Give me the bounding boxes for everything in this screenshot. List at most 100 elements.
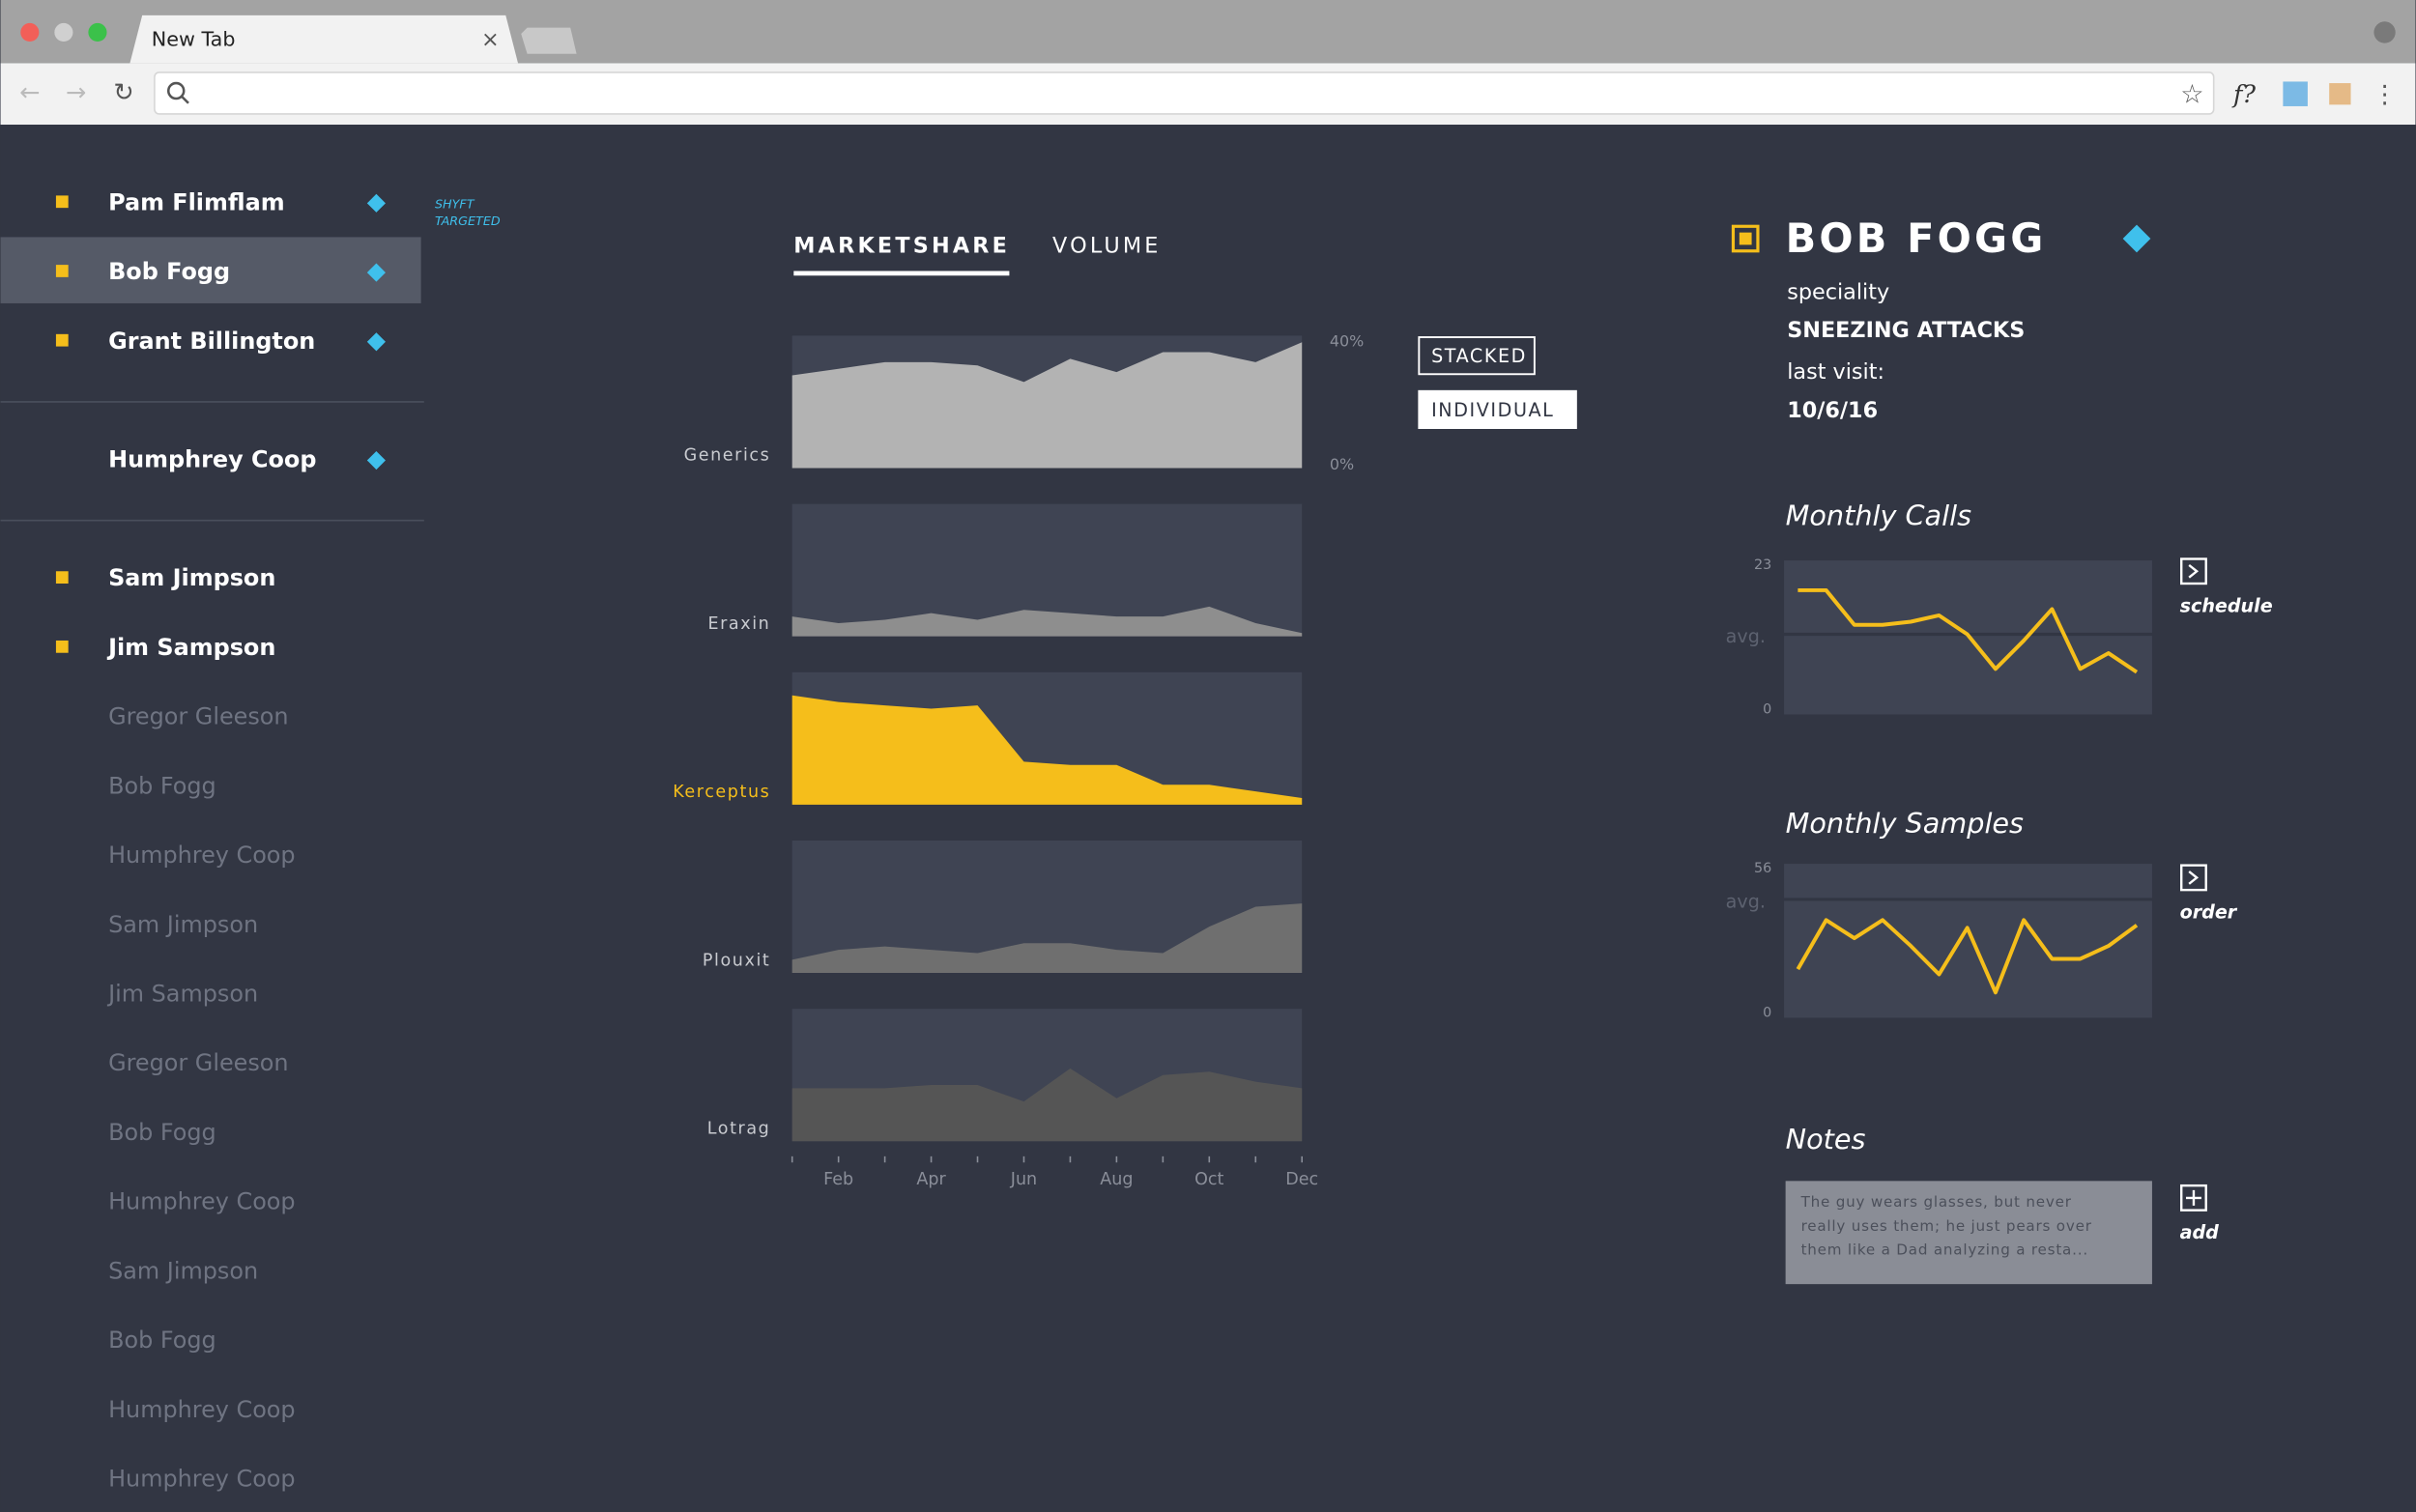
contact-row[interactable]: Humphrey Coop: [108, 1396, 296, 1423]
toggle-label: STACKED: [1431, 345, 1527, 367]
contact-row[interactable]: Bob Fogg: [108, 772, 216, 799]
sidebar: Pam Flimflam Bob Fogg Grant Billington Hump…: [0, 188, 501, 1493]
series-label: Plouxit: [703, 951, 771, 970]
legend-label: TARGETED: [435, 214, 501, 229]
extension-icon[interactable]: f?: [2231, 80, 2256, 109]
area: [791, 342, 1303, 469]
series-label: Kerceptus: [673, 783, 770, 802]
flag-marker: [1739, 232, 1752, 245]
active-tab-underline: [793, 271, 1010, 276]
contact-name: Bob Fogg: [108, 1327, 216, 1354]
reload-button[interactable]: ↻: [113, 78, 133, 107]
series-label: Generics: [684, 446, 771, 466]
add-icon[interactable]: [2180, 1184, 2207, 1212]
flag-marker: [55, 333, 69, 347]
contact-name: Bob Fogg: [108, 772, 216, 799]
notes-box[interactable]: [1785, 1181, 2152, 1285]
chart-panel: [1784, 864, 2152, 1018]
toggle-label: INDIVIDUAL: [1431, 399, 1554, 421]
contact-row[interactable]: Sam Jimpson: [55, 564, 275, 591]
contact-name: Humphrey Coop: [108, 1466, 296, 1493]
notes-text: them like a Dad analyzing a resta...: [1801, 1241, 2088, 1259]
area: [791, 903, 1303, 974]
address-bar[interactable]: [154, 71, 2215, 115]
profile-icon[interactable]: [2373, 21, 2396, 43]
contact-name: Humphrey Coop: [108, 446, 316, 473]
area: [791, 695, 1303, 805]
targeted-marker: [366, 263, 386, 282]
contact-row[interactable]: Jim Sampson: [55, 634, 275, 661]
action-icon-arrow: [2188, 563, 2200, 579]
extension-icon[interactable]: [2283, 81, 2308, 106]
targeted-marker: [2122, 224, 2151, 253]
contact-row[interactable]: Bob Fogg: [108, 1327, 216, 1354]
flag-marker: [55, 195, 69, 209]
action-icon[interactable]: [2180, 557, 2207, 585]
close-window[interactable]: [20, 22, 40, 43]
zoom-window[interactable]: [88, 22, 107, 43]
y-tick-label: 0: [1763, 1006, 1771, 1021]
contact-row[interactable]: Humphrey Coop: [108, 1466, 296, 1493]
toggle-button[interactable]: [1418, 336, 1536, 376]
contact-name: Pam Flimflam: [108, 188, 285, 215]
contact-row[interactable]: Grant Billington: [55, 328, 386, 355]
selected-row: [0, 237, 421, 303]
line: [1798, 587, 2139, 674]
detail-field: last visit:: [1787, 359, 1884, 385]
contact-name: Sam Jimpson: [108, 564, 275, 591]
contact-name: Gregor Gleeson: [108, 1049, 288, 1076]
y-tick-label: 40%: [1330, 331, 1364, 350]
chart-title: Monthly Samples: [1786, 807, 2024, 840]
line: [1796, 918, 2139, 995]
add-icon-plus: [2185, 1189, 2201, 1206]
minimize-window[interactable]: [54, 22, 73, 43]
notes-text: really uses them; he just pears over: [1801, 1217, 2092, 1235]
action-label[interactable]: schedule: [2180, 594, 2273, 616]
tab[interactable]: [129, 14, 519, 64]
action-label[interactable]: add: [2180, 1221, 2220, 1243]
contact-name: Sam Jimpson: [108, 1257, 258, 1284]
detail-field: 10/6/16: [1787, 398, 1878, 423]
action-label[interactable]: order: [2180, 901, 2238, 924]
notes-text: The guy wears glasses, but never: [1800, 1193, 2072, 1211]
forward-button[interactable]: →: [66, 78, 86, 107]
marketshare-panel: MARKETSHARE VOLUME STACKED INDIVIDUAL Generi…: [673, 233, 1577, 1189]
contact-row[interactable]: Gregor Gleeson: [108, 703, 288, 730]
toggle-button[interactable]: [1418, 389, 1577, 430]
contact-row[interactable]: Humphrey Coop: [108, 1188, 296, 1215]
contact-name: Humphrey Coop: [108, 1188, 296, 1215]
detail-panel: BOB FOGG speciality SNEEZING ATTACKS last v…: [1726, 215, 2273, 1285]
contact-row[interactable]: Sam Jimpson: [108, 911, 258, 938]
chart-title: Monthly Calls: [1786, 499, 1971, 531]
flag-marker: [55, 571, 69, 585]
view-tab[interactable]: MARKETSHARE: [793, 233, 1010, 258]
action-icon[interactable]: [2180, 864, 2207, 892]
tab-close[interactable]: ×: [481, 27, 500, 52]
contact-row[interactable]: Sam Jimpson: [108, 1257, 258, 1284]
contact-row[interactable]: Bob Fogg: [0, 237, 421, 303]
contact-row[interactable]: Humphrey Coop: [108, 842, 296, 869]
contact-name: Bob Fogg: [108, 258, 230, 285]
new-tab[interactable]: [521, 27, 577, 54]
view-tab[interactable]: VOLUME: [1052, 233, 1162, 258]
x-tick-label: Oct: [1194, 1170, 1223, 1189]
contact-row[interactable]: Gregor Gleeson: [108, 1049, 288, 1076]
contact-row[interactable]: Pam Flimflam: [55, 188, 386, 215]
contact-name: Jim Sampson: [106, 634, 275, 661]
legend-label: SHYFT: [435, 197, 475, 212]
flag-marker: [55, 265, 69, 277]
y-tick-label: 23: [1754, 557, 1771, 573]
contact-row[interactable]: Jim Sampson: [106, 981, 258, 1008]
y-tick-label: 0: [1763, 702, 1771, 718]
back-button[interactable]: ←: [19, 78, 40, 107]
app-background: [0, 125, 2416, 1512]
tab-title: New Tab: [152, 27, 236, 50]
contact-name: Humphrey Coop: [108, 842, 296, 869]
menu-button[interactable]: ⋮: [2373, 80, 2397, 109]
bookmark-star[interactable]: ☆: [2180, 79, 2203, 109]
detail-field: speciality: [1787, 279, 1889, 304]
contact-name: Sam Jimpson: [108, 911, 258, 938]
extension-icon[interactable]: [2329, 83, 2351, 105]
contact-row[interactable]: Bob Fogg: [108, 1119, 216, 1146]
contact-row[interactable]: Humphrey Coop: [108, 446, 386, 473]
